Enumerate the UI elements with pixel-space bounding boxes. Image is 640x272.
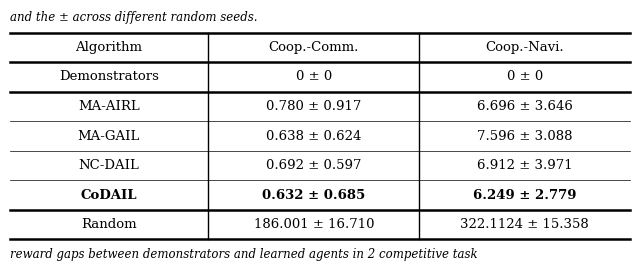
Text: MA-GAIL: MA-GAIL	[77, 129, 140, 143]
Text: 0.632 ± 0.685: 0.632 ± 0.685	[262, 188, 365, 202]
Text: and the ± across different random seeds.: and the ± across different random seeds.	[10, 11, 257, 24]
Text: Algorithm: Algorithm	[76, 41, 143, 54]
Text: CoDAIL: CoDAIL	[81, 188, 137, 202]
Text: 7.596 ± 3.088: 7.596 ± 3.088	[477, 129, 573, 143]
Text: 6.912 ± 3.971: 6.912 ± 3.971	[477, 159, 573, 172]
Text: 6.249 ± 2.779: 6.249 ± 2.779	[473, 188, 577, 202]
Text: 0 ± 0: 0 ± 0	[507, 70, 543, 84]
Text: Coop.-Navi.: Coop.-Navi.	[486, 41, 564, 54]
Text: 0.692 ± 0.597: 0.692 ± 0.597	[266, 159, 362, 172]
Text: 6.696 ± 3.646: 6.696 ± 3.646	[477, 100, 573, 113]
Text: reward gaps between demonstrators and learned agents in 2 competitive task: reward gaps between demonstrators and le…	[10, 248, 477, 261]
Text: 0.780 ± 0.917: 0.780 ± 0.917	[266, 100, 362, 113]
Text: 0.638 ± 0.624: 0.638 ± 0.624	[266, 129, 362, 143]
Text: MA-AIRL: MA-AIRL	[78, 100, 140, 113]
Text: 186.001 ± 16.710: 186.001 ± 16.710	[253, 218, 374, 231]
Text: NC-DAIL: NC-DAIL	[79, 159, 140, 172]
Text: Random: Random	[81, 218, 137, 231]
Text: 0 ± 0: 0 ± 0	[296, 70, 332, 84]
Text: 322.1124 ± 15.358: 322.1124 ± 15.358	[461, 218, 589, 231]
Text: Demonstrators: Demonstrators	[59, 70, 159, 84]
Text: Coop.-Comm.: Coop.-Comm.	[269, 41, 359, 54]
